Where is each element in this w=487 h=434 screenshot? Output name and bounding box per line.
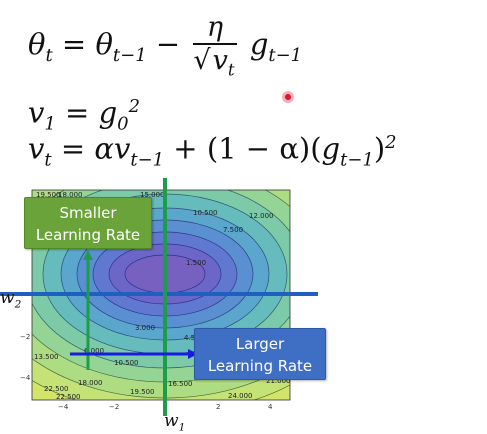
eq1-den-sub: t <box>227 59 235 80</box>
eq1-g-sub: t−1 <box>268 44 303 66</box>
eq3-equals: = <box>60 131 86 166</box>
contour-label: 13.500 <box>34 353 59 361</box>
equation-theta-update: θt = θt−1 − η √vt gt−1 <box>28 12 303 80</box>
w1-axis-label: w1 <box>164 411 185 433</box>
contour-label: 21.000 <box>266 377 291 385</box>
eq1-rhs-theta: θ <box>95 27 113 62</box>
eq2-equals: = <box>65 95 90 130</box>
eq2-g-sub: 0 <box>117 113 129 135</box>
w2-letter: w <box>0 288 15 308</box>
contour-label: 3.000 <box>135 324 155 332</box>
contour-label: 1.500 <box>186 259 206 267</box>
eq3-alpha: α <box>94 131 114 166</box>
large-lr-arrowhead <box>188 349 198 359</box>
x-tick-label: 2 <box>216 403 220 411</box>
contour-label: 12.000 <box>249 212 274 220</box>
x-tick-label: 4 <box>268 403 273 411</box>
y-tick-label: −2 <box>20 333 30 341</box>
smaller-label-line1: Smaller <box>59 204 117 222</box>
eq1-lhs-sub: t <box>45 44 53 66</box>
contour-label: 15.000 <box>140 191 165 199</box>
eq1-lhs: θ <box>28 27 46 62</box>
y-tick-label: −4 <box>20 374 31 382</box>
contour-label: 16.500 <box>168 380 193 388</box>
eq3-g: g <box>321 131 341 166</box>
pointer-cursor <box>282 91 294 103</box>
eq1-minus: − <box>155 27 181 62</box>
eq2-lhs: v <box>28 95 45 130</box>
w2-sub: 2 <box>14 298 22 311</box>
contour-label: 18.000 <box>78 379 103 387</box>
contour-label: 22.500 <box>44 385 69 393</box>
contour-label: 7.500 <box>223 226 243 234</box>
x-tick-label: −2 <box>109 403 119 411</box>
eq1-g: g <box>249 27 269 62</box>
eq3-power: 2 <box>385 132 397 153</box>
contour-label: 19.500 <box>130 388 155 396</box>
contour-label: 6.000 <box>84 347 104 355</box>
eq3-paren: (1 − α)( <box>206 131 322 166</box>
eq1-rhs-sub: t−1 <box>112 44 147 66</box>
eq2-lhs-sub: 1 <box>44 113 56 135</box>
larger-label-line2: Learning Rate <box>207 357 313 375</box>
equation-v1: v1 = g02 <box>28 98 140 133</box>
eq1-numerator: η <box>193 14 237 45</box>
w1-sub: 1 <box>178 421 186 434</box>
eq3-v: v <box>113 131 131 166</box>
eq2-g: g <box>98 95 118 130</box>
eq3-v-sub: t−1 <box>130 149 165 171</box>
eq1-den-v: v <box>212 45 228 76</box>
contour-label: 4.5 <box>184 334 195 342</box>
eq3-lhs-sub: t <box>44 149 52 171</box>
contour-label: 10.500 <box>114 359 139 367</box>
larger-learning-rate-box: Larger Learning Rate <box>194 328 326 380</box>
contour-label: 18.000 <box>58 191 83 199</box>
smaller-label-line2: Learning Rate <box>35 226 141 244</box>
larger-label-line1: Larger <box>235 335 285 353</box>
w1-letter: w <box>164 411 179 431</box>
contour-label: 19.500 <box>36 191 61 199</box>
contour-label: 22.500 <box>56 393 81 401</box>
eq3-close: ) <box>373 131 386 166</box>
w2-axis-label: w2 <box>0 288 21 310</box>
eq1-fraction: η √vt <box>193 14 237 80</box>
eq3-lhs: v <box>28 131 45 166</box>
eq3-g-sub: t−1 <box>340 149 374 171</box>
contour-label: 10.500 <box>193 209 218 217</box>
eq2-power: 2 <box>128 96 141 117</box>
smaller-learning-rate-box: Smaller Learning Rate <box>24 197 152 249</box>
eq3-plus: + <box>173 131 198 166</box>
contour-label: 24.000 <box>228 392 253 400</box>
equation-vt: vt = αvt−1 + (1 − α)(gt−1)2 <box>28 134 397 169</box>
small-lr-arrowhead <box>83 250 93 260</box>
eq1-denominator: √vt <box>193 44 237 80</box>
x-tick-label: −4 <box>58 403 69 411</box>
